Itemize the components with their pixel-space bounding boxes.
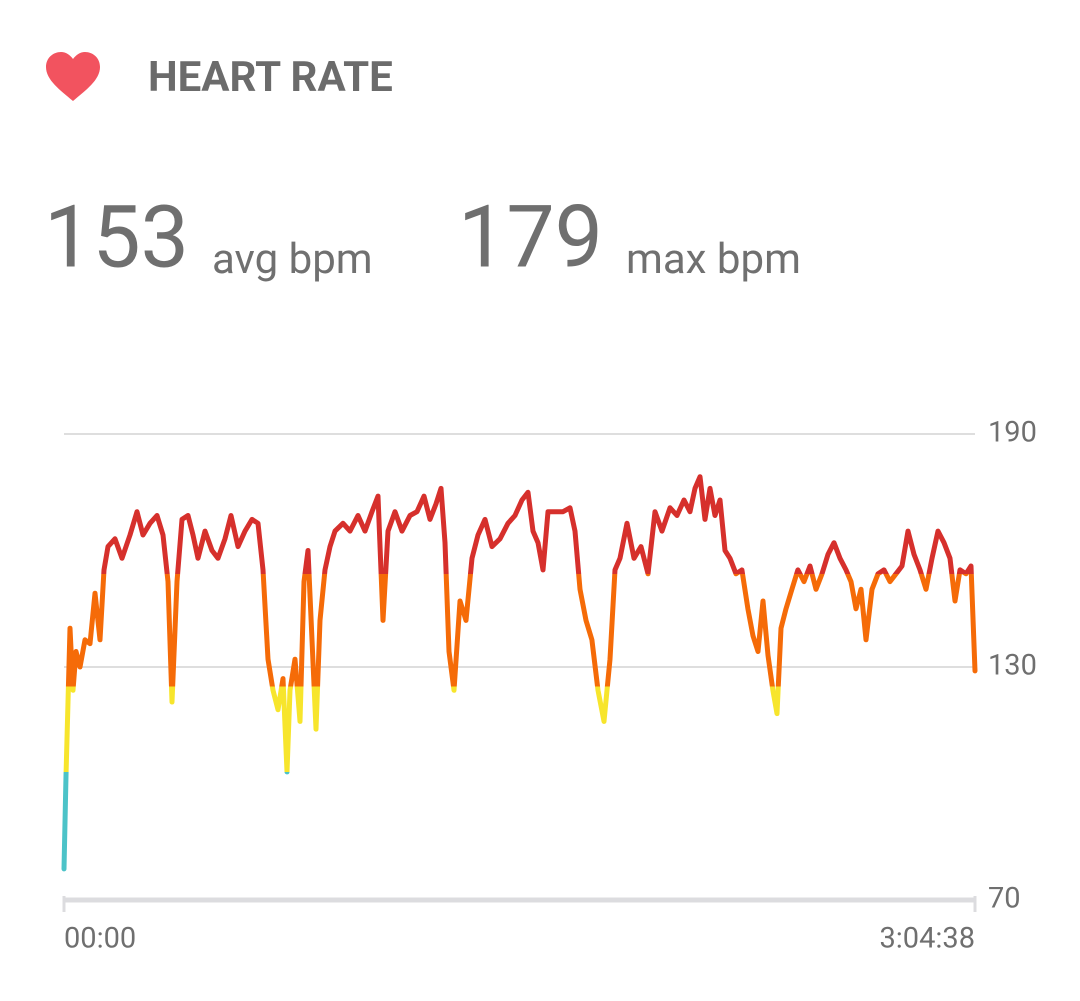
heart-rate-line [61, 474, 978, 872]
y-tick-label: 130 [988, 649, 1037, 683]
x-tick-label: 3:04:38 [879, 922, 975, 956]
avg-unit: avg bpm [212, 235, 373, 284]
heart-icon [46, 52, 100, 101]
y-tick-label: 190 [988, 416, 1037, 450]
max-value: 179 [458, 187, 603, 288]
avg-value: 153 [44, 187, 189, 288]
max-unit: max bpm [626, 235, 801, 284]
x-tick-label: 00:00 [64, 922, 136, 956]
title: HEART RATE [148, 53, 393, 102]
y-tick-label: 70 [988, 882, 1021, 916]
